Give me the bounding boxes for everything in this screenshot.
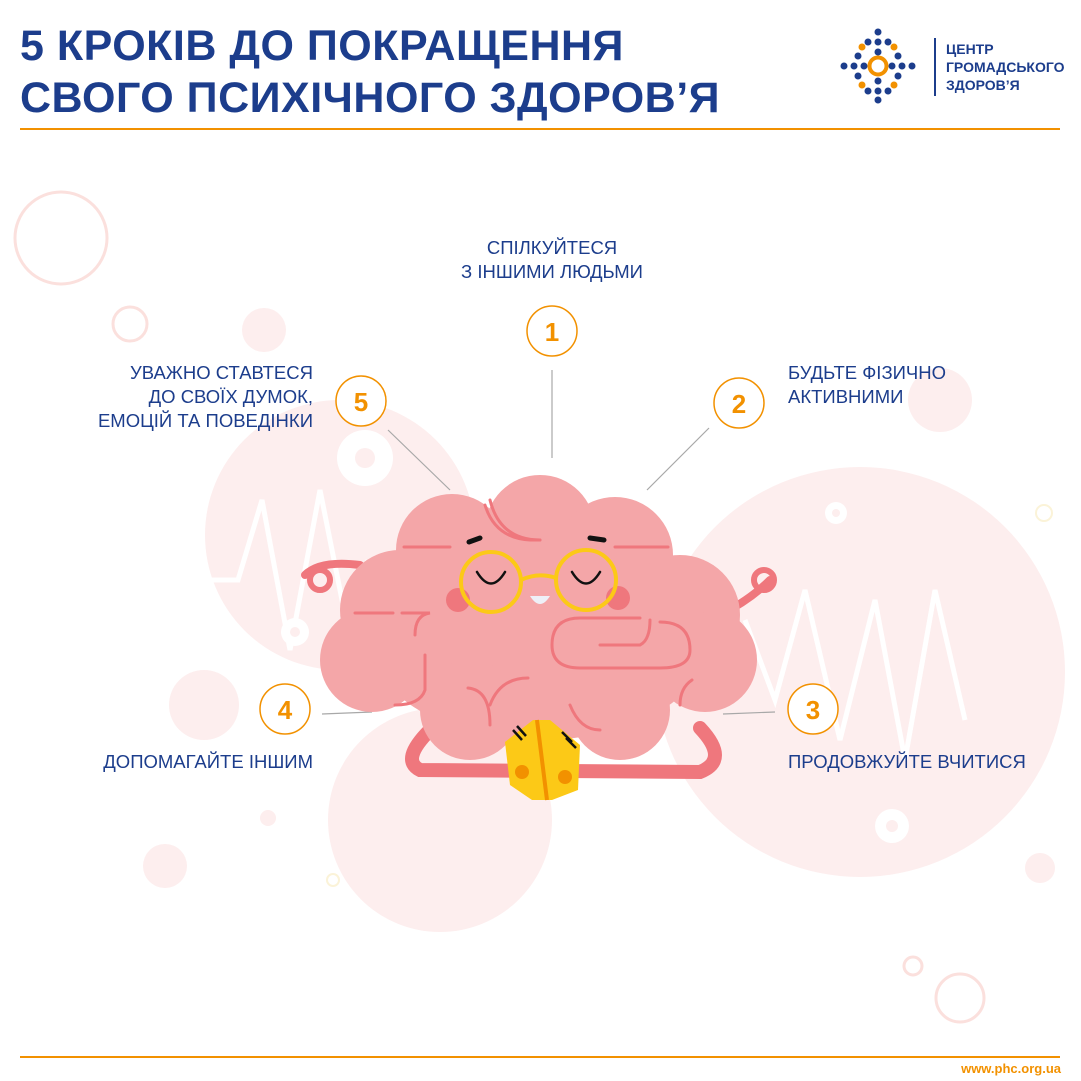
step-1-line-2: З ІНШИМИ ЛЮДЬМИ: [461, 261, 643, 282]
logo-line-3: ЗДОРОВ’Я: [946, 77, 1020, 93]
step-2-label: БУДЬТЕ ФІЗИЧНО АКТИВНИМИ: [788, 361, 946, 409]
logo-text: ЦЕНТР ГРОМАДСЬКОГО ЗДОРОВ’Я: [946, 40, 1065, 94]
step-5-line-2: ДО СВОЇХ ДУМОК,: [148, 386, 313, 407]
footer-url[interactable]: www.phc.org.ua: [961, 1061, 1061, 1076]
title-line-2: СВОГО ПСИХІЧНОГО ЗДОРОВ’Я: [20, 74, 721, 122]
step-5-line-3: ЕМОЦІЙ ТА ПОВЕДІНКИ: [97, 410, 313, 431]
step-4-number: 4: [278, 695, 293, 725]
header-divider: [20, 128, 1060, 130]
step-3-label: ПРОДОВЖУЙТЕ ВЧИТИСЯ: [788, 750, 1026, 774]
step-2-line-2: АКТИВНИМИ: [788, 386, 904, 407]
step-4-line-1: ДОПОМАГАЙТЕ ІНШИМ: [103, 751, 313, 772]
book-icon: [505, 719, 580, 801]
step-2-line-1: БУДЬТЕ ФІЗИЧНО: [788, 362, 946, 383]
step-2-number: 2: [732, 389, 746, 419]
logo-icon: [840, 28, 916, 104]
step-5-number: 5: [354, 387, 368, 417]
brain-character: [301, 475, 777, 801]
step-3-line-1: ПРОДОВЖУЙТЕ ВЧИТИСЯ: [788, 751, 1026, 772]
footer-divider: [20, 1056, 1060, 1058]
step-1-label: СПІЛКУЙТЕСЯ З ІНШИМИ ЛЮДЬМИ: [402, 236, 702, 284]
logo-line-1: ЦЕНТР: [946, 41, 994, 57]
step-1-number: 1: [545, 317, 559, 347]
logo-line-2: ГРОМАДСЬКОГО: [946, 59, 1065, 75]
logo-divider: [934, 38, 936, 96]
step-5-line-1: УВАЖНО СТАВТЕСЯ: [129, 362, 313, 383]
step-3-number: 3: [806, 695, 820, 725]
step-badges: [259, 305, 839, 735]
title-line-1: 5 КРОКІВ ДО ПОКРАЩЕННЯ: [20, 22, 624, 70]
step-1-line-1: СПІЛКУЙТЕСЯ: [486, 237, 618, 258]
step-5-label: УВАЖНО СТАВТЕСЯ ДО СВОЇХ ДУМОК, ЕМОЦІЙ Т…: [98, 361, 313, 433]
connector-lines: [321, 370, 776, 715]
page-title: 5 КРОКІВ ДО ПОКРАЩЕННЯ СВОГО ПСИХІЧНОГО …: [20, 20, 720, 124]
step-4-label: ДОПОМАГАЙТЕ ІНШИМ: [103, 750, 313, 774]
